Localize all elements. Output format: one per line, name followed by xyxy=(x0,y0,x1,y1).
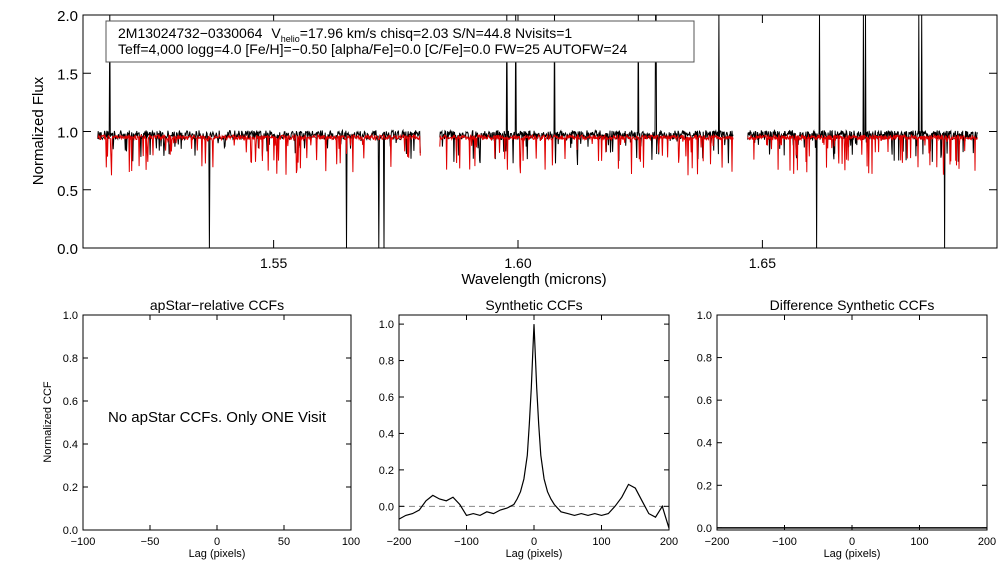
y-tick-label: 0.6 xyxy=(379,392,394,404)
synthetic-ccf-title: Synthetic CCFs xyxy=(485,297,582,313)
y-tick-label: 0.8 xyxy=(379,356,394,368)
apstar-ccf-ylabel: Normalized CCF xyxy=(42,381,54,463)
x-tick-label: 1.55 xyxy=(260,255,287,271)
x-tick-label: 0 xyxy=(849,536,855,548)
y-tick-label: 1.0 xyxy=(63,310,78,322)
y-tick-label: 0.8 xyxy=(63,353,78,365)
apstar-ccf-xlabel: Lag (pixels) xyxy=(189,548,246,560)
difference-ccf-panel: −200 −100 0 100 200 0.0 0.2 0.4 0.6 0.8 1.0 Differ… xyxy=(697,297,996,560)
y-tick-label: 0.2 xyxy=(697,480,712,492)
difference-ccf-title: Difference Synthetic CCFs xyxy=(770,297,935,313)
spectrum-panel: 1.55 1.60 1.65 0.0 0.5 1.0 1.5 2.0 2M13024732−0… xyxy=(30,8,998,288)
spectrum-ticks: 1.55 1.60 1.65 0.0 0.5 1.0 1.5 2.0 xyxy=(57,8,997,271)
y-tick-label: 0.5 xyxy=(57,183,78,200)
y-tick-label: 0.2 xyxy=(63,482,78,494)
synthetic-spectrum-line xyxy=(97,133,421,176)
y-tick-label: 1.0 xyxy=(697,310,712,322)
y-tick-label: 0.0 xyxy=(379,501,394,513)
y-tick-label: 0.4 xyxy=(63,439,78,451)
observed-spectrum-line xyxy=(747,14,978,249)
x-tick-label: −100 xyxy=(772,536,797,548)
synthetic-ccf-panel: −200 −100 0 100 200 0.0 0.2 0.4 0.6 0.8 1.0 Synthe… xyxy=(379,297,678,560)
x-tick-label: 1.60 xyxy=(504,255,531,271)
x-tick-label: 200 xyxy=(978,536,996,548)
synthetic-ccf-frame xyxy=(398,314,670,531)
no-ccf-annotation: No apStar CCFs. Only ONE Visit xyxy=(108,409,327,426)
apstar-ccf-panel: −100 −50 0 50 100 0.0 0.2 0.4 0.6 0.8 1.0 apStar−r… xyxy=(42,297,360,560)
apstar-ccf-title: apStar−relative CCFs xyxy=(150,297,284,313)
y-tick-label: 0.0 xyxy=(697,523,712,535)
spectrum-info-line1: 2M13024732−0330064 Vhelio=17.96 km/s chis… xyxy=(118,25,572,44)
spectrum-series-group xyxy=(97,14,978,249)
y-tick-label: 0.8 xyxy=(697,353,712,365)
apstar-ccf-ticks: −100 −50 0 50 100 0.0 0.2 0.4 0.6 0.8 1.0 xyxy=(63,310,360,548)
x-tick-label: −200 xyxy=(387,536,412,548)
synthetic-ccf-data xyxy=(398,324,670,529)
y-tick-label: 0.4 xyxy=(697,438,712,450)
synthetic-ccf-ticks: −200 −100 0 100 200 0.0 0.2 0.4 0.6 0.8 1.0 xyxy=(379,315,678,548)
x-tick-label: 50 xyxy=(278,536,290,548)
y-tick-label: 1.5 xyxy=(57,66,78,83)
x-tick-label: 100 xyxy=(342,536,360,548)
x-tick-label: 100 xyxy=(910,536,928,548)
y-tick-label: 0.0 xyxy=(57,241,78,258)
y-tick-label: 0.2 xyxy=(379,465,394,477)
y-tick-label: 0.6 xyxy=(697,395,712,407)
spectrum-info-line2: Teff=4,000 logg=4.0 [Fe/H]=−0.50 [alpha/… xyxy=(118,41,627,57)
y-tick-label: 0.6 xyxy=(63,396,78,408)
synthetic-spectrum-line xyxy=(439,133,734,176)
spectrum-ylabel: Normalized Flux xyxy=(30,76,47,185)
x-tick-label: −200 xyxy=(705,536,730,548)
difference-ccf-ticks: −200 −100 0 100 200 0.0 0.2 0.4 0.6 0.8 1.0 xyxy=(697,310,996,548)
difference-ccf-frame xyxy=(716,314,988,531)
synthetic-spectrum-line xyxy=(747,133,978,175)
x-tick-label: 0 xyxy=(531,536,537,548)
x-tick-label: 100 xyxy=(592,536,610,548)
spectrum-xlabel: Wavelength (microns) xyxy=(461,271,606,288)
x-tick-label: 0 xyxy=(214,536,220,548)
synthetic-ccf-xlabel: Lag (pixels) xyxy=(506,548,563,560)
x-tick-label: −100 xyxy=(454,536,479,548)
x-tick-label: −100 xyxy=(71,536,96,548)
x-tick-label: 1.65 xyxy=(749,255,776,271)
x-tick-label: −50 xyxy=(141,536,160,548)
y-tick-label: 0.0 xyxy=(63,525,78,537)
spectrum-info-box xyxy=(105,20,695,63)
difference-ccf-xlabel: Lag (pixels) xyxy=(824,548,881,560)
synthetic-ccf-line xyxy=(398,324,670,529)
y-tick-label: 1.0 xyxy=(379,319,394,331)
y-tick-label: 2.0 xyxy=(57,8,78,25)
y-tick-label: 0.4 xyxy=(379,428,394,440)
observed-spectrum-line xyxy=(439,14,734,166)
x-tick-label: 200 xyxy=(660,536,678,548)
y-tick-label: 1.0 xyxy=(57,125,78,142)
